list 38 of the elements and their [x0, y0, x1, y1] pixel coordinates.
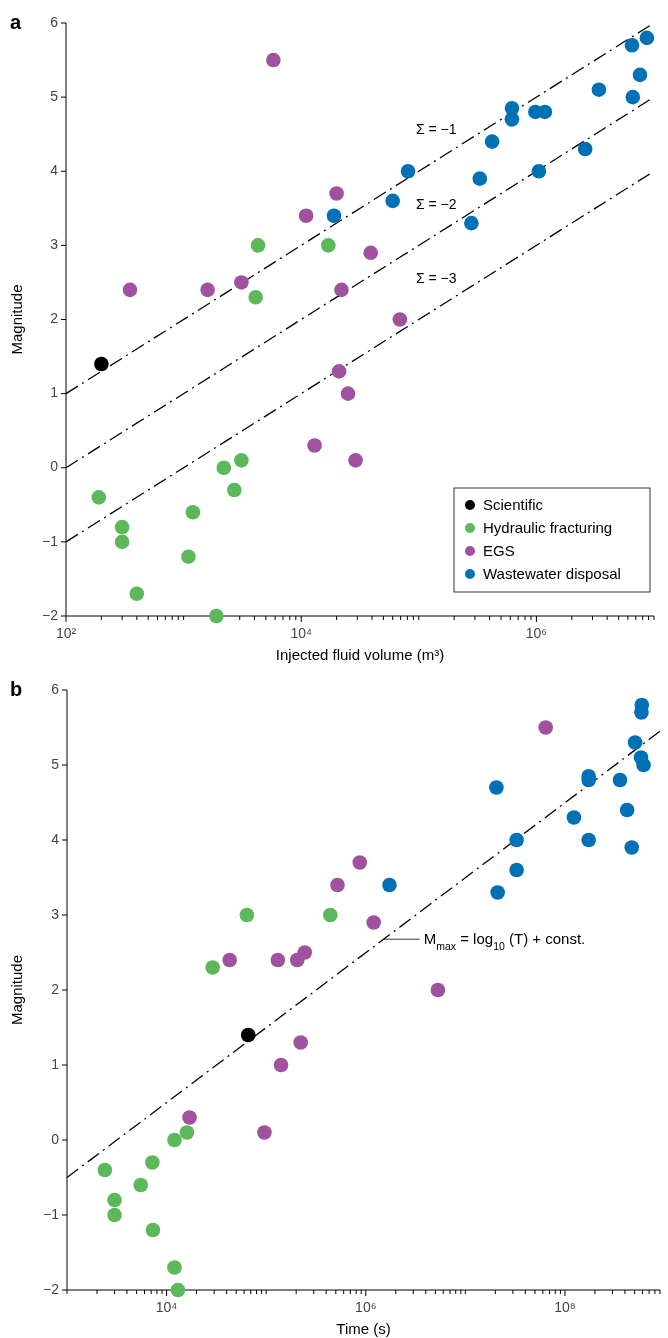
- x-tick-label: 10⁶: [355, 1299, 377, 1315]
- y-tick-label: −2: [43, 1280, 60, 1297]
- y-tick-label: −1: [43, 1205, 60, 1222]
- legend-label: Wastewater disposal: [483, 565, 621, 582]
- x-tick-label: 10⁸: [554, 1299, 576, 1315]
- y-tick-label: 0: [51, 1130, 60, 1147]
- series-label: Σ = −3: [415, 269, 457, 286]
- y-tick-label: −2: [42, 606, 59, 623]
- annotation: M$_{max}$ = log$_{10}$ (T) + const.: [423, 930, 586, 953]
- y-tick-label: 4: [50, 161, 59, 178]
- y-tick-label: 2: [50, 310, 59, 327]
- x-axis-title: Time (s): [336, 1320, 391, 1337]
- y-tick-label: 2: [51, 980, 60, 997]
- y-tick-label: −1: [42, 532, 59, 549]
- y-tick-label: 6: [51, 680, 60, 697]
- x-tick-label: 10²: [55, 625, 77, 641]
- legend-label: EGS: [483, 542, 515, 559]
- y-tick-label: 5: [50, 87, 59, 104]
- chart-title: a: [10, 11, 22, 33]
- y-tick-label: 1: [50, 384, 59, 401]
- legend-label: Scientific: [483, 496, 544, 513]
- y-tick-label: 3: [50, 236, 59, 253]
- y-axis-title: Magnitude: [8, 954, 25, 1026]
- chart-title: b: [10, 678, 23, 700]
- y-tick-label: 6: [50, 13, 59, 30]
- y-tick-label: 3: [51, 905, 60, 922]
- series-label: Σ = −1: [415, 121, 457, 138]
- x-tick-label: 10⁴: [290, 625, 312, 641]
- y-tick-label: 1: [51, 1055, 60, 1072]
- y-axis-title: Magnitude: [8, 284, 25, 355]
- y-tick-label: 5: [51, 755, 60, 772]
- x-tick-label: 10⁶: [525, 625, 548, 641]
- x-tick-label: 10⁴: [155, 1299, 178, 1315]
- series-label: Σ = −2: [415, 195, 457, 212]
- y-tick-label: 0: [50, 458, 59, 475]
- x-axis-title: Injected fluid volume (m³): [275, 646, 445, 663]
- y-tick-label: 4: [51, 830, 60, 847]
- legend-label: Hydraulic fracturing: [483, 519, 613, 536]
